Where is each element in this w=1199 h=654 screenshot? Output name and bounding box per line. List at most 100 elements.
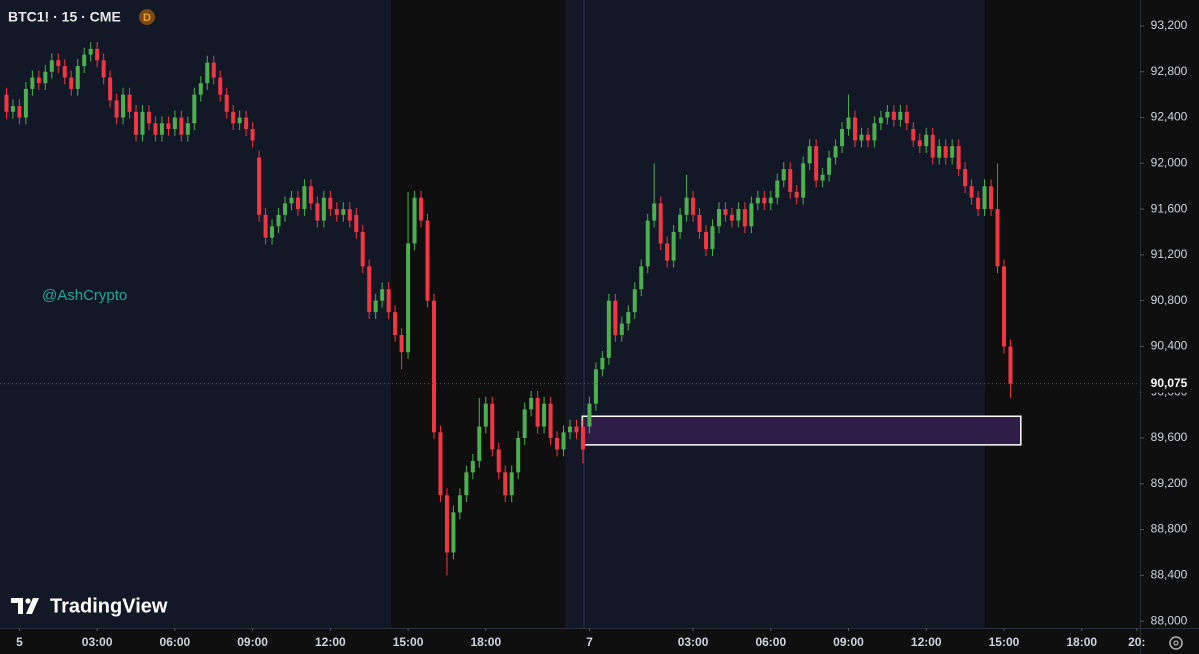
candle-body bbox=[166, 123, 171, 129]
candle-body bbox=[334, 209, 339, 215]
candle-body bbox=[43, 71, 48, 84]
candle-body bbox=[134, 111, 139, 135]
candle-body bbox=[451, 512, 456, 553]
candle-body bbox=[464, 472, 469, 496]
candle-body bbox=[483, 403, 488, 427]
candle-body bbox=[185, 123, 190, 135]
settings-icon[interactable] bbox=[1169, 636, 1183, 650]
candle-body bbox=[898, 111, 903, 120]
candle-body bbox=[69, 77, 74, 89]
candle-body bbox=[580, 426, 585, 450]
candle-body bbox=[17, 106, 22, 118]
logo-mark bbox=[25, 598, 31, 604]
y-tick-label: 92,800 bbox=[1151, 64, 1188, 78]
candle-body bbox=[282, 203, 288, 215]
x-tick-label: 20: bbox=[1128, 635, 1145, 649]
candle-body bbox=[224, 94, 229, 112]
candle-body bbox=[989, 186, 994, 210]
candle-body bbox=[723, 209, 728, 215]
candle-body bbox=[911, 128, 916, 141]
candle-body bbox=[652, 203, 657, 221]
candle-body bbox=[852, 117, 858, 141]
y-tick-label: 88,000 bbox=[1151, 613, 1188, 627]
candle-body bbox=[606, 300, 611, 358]
brand: TradingView bbox=[50, 595, 168, 617]
candle-body bbox=[354, 214, 359, 232]
candle-body bbox=[878, 117, 883, 124]
candle-body bbox=[548, 403, 553, 439]
x-tick-label: 06:00 bbox=[755, 635, 786, 649]
candle-body bbox=[976, 197, 981, 210]
candle-body bbox=[341, 209, 346, 215]
candle-body bbox=[75, 66, 80, 89]
candle-body bbox=[535, 397, 540, 427]
candle-body bbox=[470, 460, 475, 473]
candle-body bbox=[10, 106, 15, 112]
candle-body bbox=[393, 312, 398, 336]
candle-body bbox=[678, 214, 683, 232]
candle-body bbox=[801, 163, 806, 198]
candle-body bbox=[917, 140, 922, 147]
candle-body bbox=[555, 438, 560, 450]
candle-body bbox=[30, 77, 35, 89]
candle-body bbox=[425, 220, 430, 301]
candle-body bbox=[587, 403, 592, 427]
candle-body bbox=[995, 209, 1000, 267]
y-tick-label: 93,200 bbox=[1151, 18, 1188, 32]
candle-body bbox=[205, 62, 210, 84]
candle-body bbox=[172, 117, 177, 129]
candle-body bbox=[438, 432, 443, 496]
candle-body bbox=[237, 117, 242, 124]
candle-body bbox=[671, 231, 676, 261]
candle-body bbox=[108, 77, 113, 101]
candle-body bbox=[23, 88, 28, 118]
candle-body bbox=[302, 186, 307, 210]
candle-body bbox=[626, 312, 631, 324]
session-band bbox=[0, 0, 391, 628]
settings-icon[interactable] bbox=[1173, 640, 1179, 646]
candle-body bbox=[360, 231, 365, 267]
candle-body bbox=[794, 191, 799, 198]
candle-body bbox=[419, 197, 424, 221]
candle-body bbox=[250, 128, 255, 141]
candle-body bbox=[263, 214, 268, 238]
candle-body bbox=[276, 214, 281, 227]
candle-body bbox=[840, 128, 845, 147]
x-tick-label: 18:00 bbox=[1066, 635, 1097, 649]
candle-body bbox=[891, 111, 896, 120]
candle-body bbox=[412, 197, 417, 244]
candle-body bbox=[697, 214, 702, 232]
x-tick-label: 12:00 bbox=[911, 635, 942, 649]
x-tick-label: 15:00 bbox=[393, 635, 424, 649]
candle-body bbox=[457, 495, 462, 513]
y-tick-label: 92,400 bbox=[1151, 110, 1188, 124]
settings-icon[interactable] bbox=[1169, 636, 1183, 650]
candle-body bbox=[490, 403, 495, 450]
candle-body bbox=[561, 432, 566, 450]
candle-body bbox=[645, 220, 650, 267]
candle-body bbox=[749, 203, 754, 227]
candle-body bbox=[904, 111, 909, 124]
candle-body bbox=[347, 209, 352, 221]
candle-body bbox=[762, 197, 767, 204]
candle-body bbox=[1008, 346, 1013, 384]
symbol-title: BTC1! · 15 · CME bbox=[8, 9, 121, 25]
candle-body bbox=[710, 226, 715, 250]
candle-body bbox=[315, 203, 320, 221]
candle-body bbox=[127, 94, 132, 112]
candle-body bbox=[121, 94, 126, 118]
x-tick-label: 09:00 bbox=[833, 635, 864, 649]
candle-body bbox=[373, 300, 378, 313]
candle-body bbox=[859, 134, 864, 141]
candle-body bbox=[56, 60, 61, 67]
candle-body bbox=[529, 397, 534, 410]
candle-body bbox=[807, 146, 812, 164]
candle-body bbox=[88, 48, 93, 55]
candle-body bbox=[755, 197, 760, 204]
x-tick-label: 03:00 bbox=[678, 635, 709, 649]
y-tick-label: 91,600 bbox=[1151, 201, 1188, 215]
candle-body bbox=[244, 117, 249, 129]
x-tick-label: 03:00 bbox=[82, 635, 113, 649]
x-tick-label: 09:00 bbox=[237, 635, 268, 649]
